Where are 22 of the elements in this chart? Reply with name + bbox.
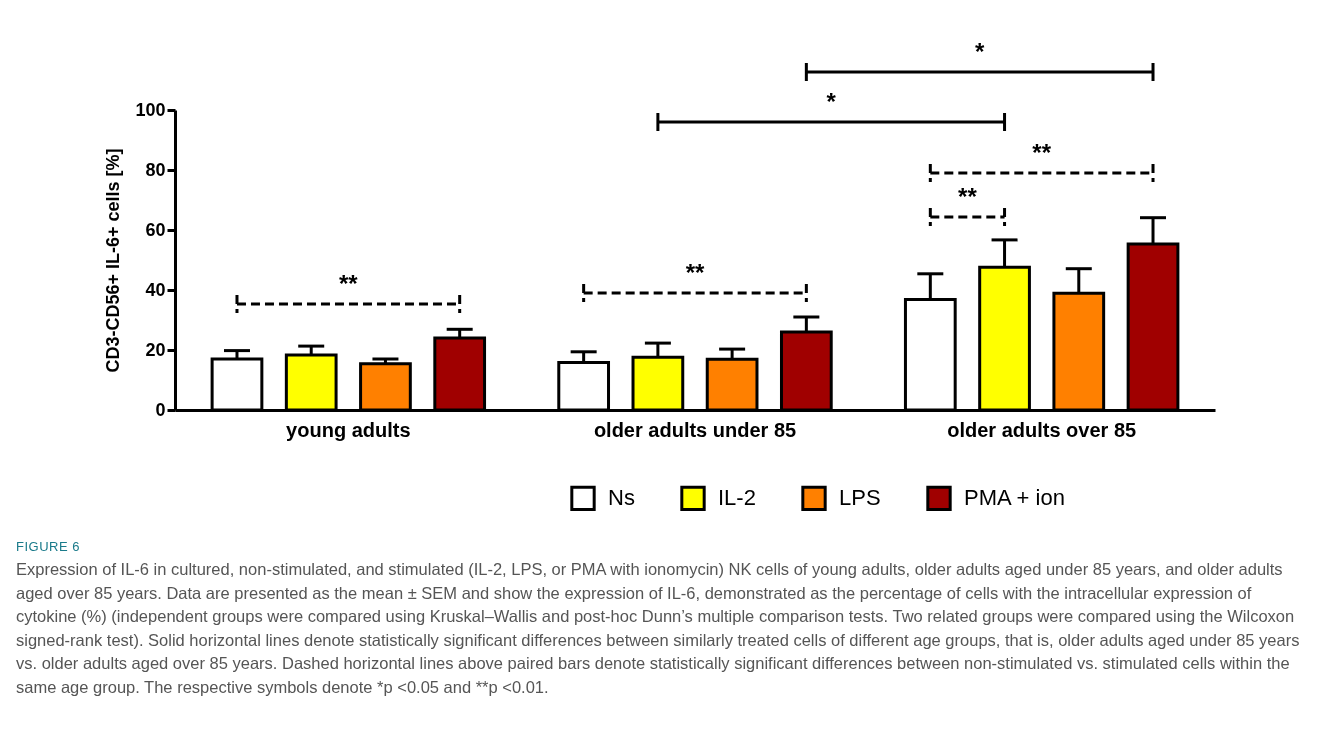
legend-label: IL-2 — [718, 485, 756, 511]
annotation: ** — [1032, 139, 1052, 166]
x-tick-label: older adults under 85 — [593, 418, 797, 441]
y-tick-label: 100 — [135, 99, 166, 120]
legend-label: LPS — [839, 485, 881, 511]
y-tick-label: 40 — [145, 279, 166, 300]
y-tick-label: 80 — [145, 159, 166, 180]
x-tick-label: young adults — [286, 418, 411, 441]
annotation: * — [826, 88, 837, 115]
legend-label: PMA + ion — [964, 485, 1065, 511]
legend-label: Ns — [608, 485, 635, 511]
annotation: ** — [958, 183, 978, 211]
annotation: ** — [338, 270, 359, 298]
annotation: ** — [685, 259, 705, 286]
text: * — [975, 37, 986, 65]
y-tick-label: 20 — [145, 339, 166, 360]
y-axis-title: CD3-CD56+ IL-6+ cells [%] — [103, 148, 124, 373]
x-tick-label: older adults over 85 — [947, 418, 1137, 441]
caption: FIGURE 6 — [16, 539, 81, 554]
text: Expression of IL-6 in cultured, non-stimulated, and stimulated (IL-2, LPS, or PMA with ionomycin) NK cells of young adults, older adults aged under 85 years, and older adults aged over 85 years. Data are presented as the mean ± SEM and show the expression of IL-6, demonstrated as the percentage of cells with the intracellular expression of cytokine (%) (independent groups were compared using Kruskal–Wallis and post-hoc Dunn’s multiple comparison tests. Two related groups were compared using the Wilcoxon signed-rank test). Solid horizontal lines denote statistically significant differences between similarly treated cells of different age groups, that is, older adults aged under 85 years vs. older adults aged over 85 years. Dashed horizontal lines above paired bars denote statistically significant differences between non-stimulated vs. stimulated cells within the same age group. The respective symbols denote *p <0.05 and **p <0.01. — [16, 559, 1301, 698]
y-tick-label: 0 — [155, 399, 166, 420]
y-tick-label: 60 — [145, 219, 166, 240]
